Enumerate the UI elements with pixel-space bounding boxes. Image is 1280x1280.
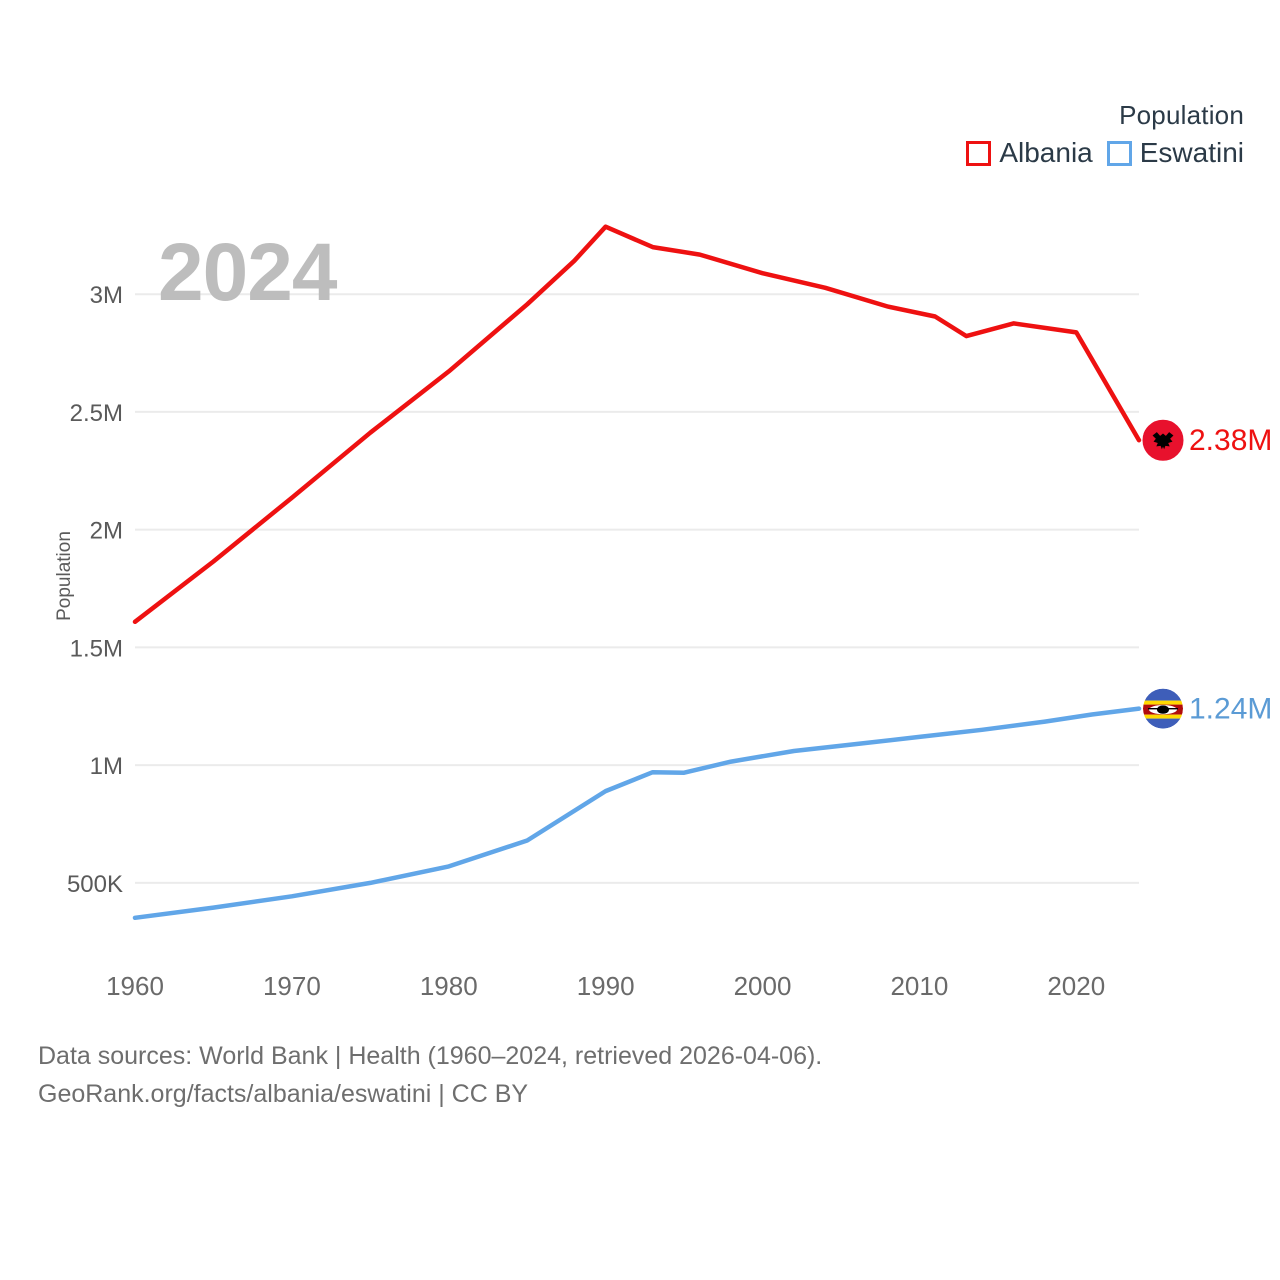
legend-label-albania: Albania [999,137,1093,169]
legend-items: Albania Eswatini [966,139,1244,167]
chart-legend: Population Albania Eswatini [966,98,1244,167]
legend-item-eswatini[interactable]: Eswatini [1106,137,1244,169]
albania-endpoint-value: 2.38M [1189,424,1272,457]
x-axis-tick-label: 2000 [734,971,792,1001]
x-axis-tick-label: 2010 [890,971,948,1001]
legend-swatch-albania-icon [966,140,992,166]
footer-line-1: Data sources: World Bank | Health (1960–… [38,1042,823,1070]
y-axis-tick-label: 2.5M [70,400,123,427]
y-axis-tick-label: 2M [90,518,123,545]
legend-swatch-eswatini-icon [1106,140,1132,166]
y-axis-tick-label: 500K [67,871,123,898]
x-axis-tick-label: 1960 [106,971,164,1001]
albania-flag-marker-icon[interactable] [1141,418,1185,462]
footer-credits: Data sources: World Bank | Health (1960–… [38,1038,822,1113]
y-axis-title: Population [54,531,75,621]
x-axis-tick-label: 1980 [420,971,478,1001]
legend-title: Population [1119,100,1244,130]
y-axis-tick-label: 1M [90,753,123,780]
x-axis-tick-label: 2020 [1047,971,1105,1001]
big-year-label: 2024 [158,227,338,318]
y-axis-tick-label: 1.5M [70,635,123,662]
legend-item-albania[interactable]: Albania [966,137,1093,169]
y-axis-tick-label: 3M [90,282,123,309]
y-axis-tick-labels: 500K 1M 1.5M 2M 2.5M 3M [67,282,123,898]
eswatini-endpoint-value: 1.24M [1189,693,1272,726]
gridlines [135,293,1139,884]
line-chart-svg: 500K 1M 1.5M 2M 2.5M 3M 1960 1970 1980 1990 2000 2… [54,224,1272,1001]
x-axis-tick-label: 1990 [577,971,635,1001]
x-axis-tick-label: 1970 [263,971,321,1001]
chart-area: 500K 1M 1.5M 2M 2.5M 3M 1960 1970 1980 1990 2000 2… [54,224,1272,1001]
eswatini-flag-marker-icon[interactable] [1142,687,1184,731]
x-axis-tick-labels: 1960 1970 1980 1990 2000 2010 2020 [106,971,1105,1001]
series-line-albania [132,224,1142,625]
footer-line-2: GeoRank.org/facts/albania/eswatini | CC … [38,1079,529,1108]
legend-label-eswatini: Eswatini [1139,137,1244,169]
series-line-eswatini [132,706,1142,921]
